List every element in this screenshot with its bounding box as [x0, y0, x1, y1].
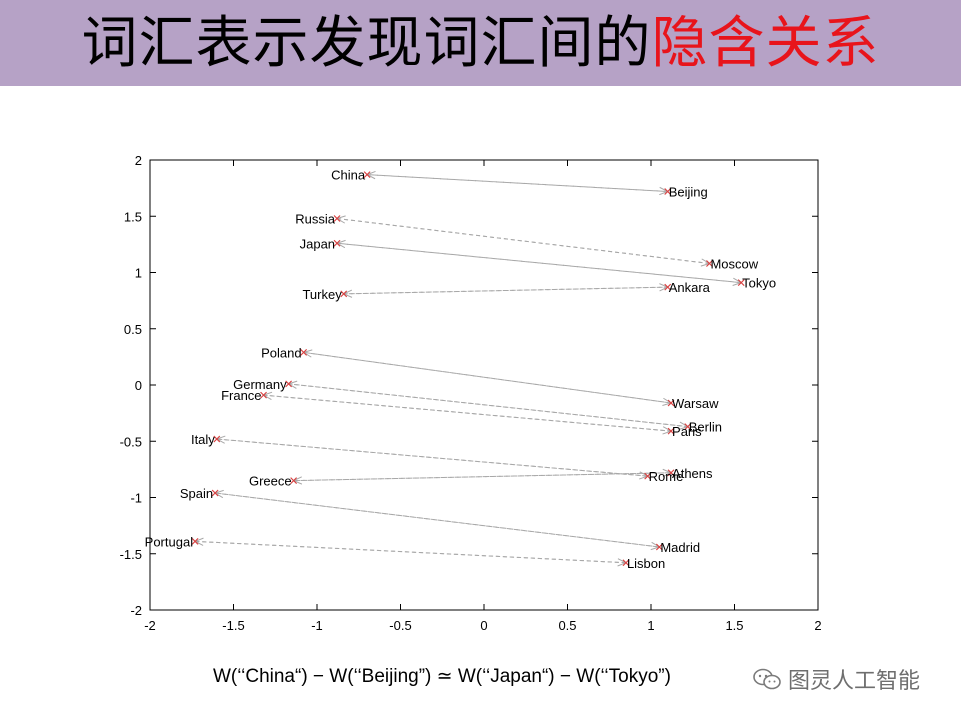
- point-label: Madrid: [660, 540, 700, 555]
- y-tick-label: 0: [135, 378, 142, 393]
- point-label: Germany: [233, 377, 287, 392]
- point-marker: [333, 239, 341, 247]
- point-label: France: [221, 388, 261, 403]
- point-marker: [667, 399, 675, 407]
- point-marker: [260, 391, 267, 399]
- arrow-line: [288, 383, 688, 428]
- point-marker: [737, 279, 745, 287]
- arrow-line: [263, 394, 672, 432]
- point-label: Berlin: [689, 420, 722, 435]
- x-tick-label: -0.5: [389, 618, 411, 633]
- point-marker: [664, 188, 672, 195]
- x-tick-label: -1: [311, 618, 323, 633]
- point-label: Tokyo: [742, 276, 776, 291]
- arrow-line: [215, 492, 660, 548]
- y-tick-label: -0.5: [120, 434, 142, 449]
- point-marker: [290, 477, 298, 485]
- x-tick-label: 2: [814, 618, 821, 633]
- point-marker: [213, 435, 221, 443]
- point-marker: [667, 427, 675, 435]
- point-label: Greece: [249, 474, 292, 489]
- point-marker: [211, 489, 219, 497]
- y-tick-label: 1: [135, 266, 142, 281]
- chat-bubble-icon: [752, 666, 782, 692]
- watermark-text: 图灵人工智能: [788, 669, 921, 694]
- title-part1: 词汇表示发现词汇间的: [81, 11, 652, 76]
- arrow-line: [367, 174, 668, 192]
- title-bar: [0, 0, 961, 86]
- point-label: Japan: [300, 236, 335, 251]
- point-label: Portugal: [145, 534, 194, 549]
- point-label: China: [331, 168, 366, 183]
- arrow-line: [216, 438, 648, 477]
- point-marker: [340, 290, 348, 298]
- point-label: Spain: [180, 486, 213, 501]
- point-marker: [684, 423, 692, 431]
- y-tick-label: 2: [135, 153, 142, 168]
- analogy-formula: W(‘‘China“) − W(‘‘Beijing”) ≃ W(‘‘Japan“…: [213, 666, 671, 687]
- point-label: Russia: [295, 212, 336, 227]
- arrow-line: [343, 286, 668, 295]
- point-label: Athens: [672, 466, 713, 481]
- y-tick-label: -2: [130, 603, 142, 618]
- x-tick-label: 1.5: [725, 618, 743, 633]
- x-tick-label: 0: [480, 618, 487, 633]
- point-label: Paris: [672, 424, 702, 439]
- point-label: Turkey: [302, 287, 342, 302]
- point-marker: [333, 215, 341, 222]
- watermark: 图灵人工智能: [752, 664, 920, 694]
- point-label: Ankara: [669, 280, 711, 295]
- point-marker: [363, 171, 371, 179]
- y-tick-label: 0.5: [124, 322, 142, 337]
- point-marker: [664, 283, 672, 291]
- point-label: Poland: [261, 345, 301, 360]
- x-tick-label: -2: [144, 618, 156, 633]
- point-marker: [667, 469, 675, 477]
- point-marker: [622, 559, 630, 567]
- arrow-line: [215, 492, 660, 548]
- point-label: Italy: [191, 432, 215, 447]
- point-label: Rome: [649, 469, 684, 484]
- x-tick-label: 1: [647, 618, 654, 633]
- point-label: Moscow: [710, 257, 758, 272]
- point-marker: [706, 260, 713, 267]
- point-label: Beijing: [669, 185, 708, 200]
- arrow-line: [303, 351, 672, 404]
- point-marker: [191, 537, 199, 545]
- x-tick-label: -1.5: [222, 618, 244, 633]
- y-tick-label: -1.5: [120, 547, 142, 562]
- slide-title: 词汇表示发现词汇间的隐含关系: [0, 4, 961, 84]
- y-tick-label: -1: [130, 491, 142, 506]
- arrow-line: [336, 218, 710, 264]
- point-label: Lisbon: [627, 556, 665, 571]
- arrow-line: [195, 540, 626, 564]
- point-marker: [285, 380, 293, 388]
- arrow-line: [336, 242, 742, 284]
- arrow-line: [288, 383, 688, 428]
- point-marker: [655, 543, 663, 551]
- point-marker: [300, 348, 308, 356]
- x-tick-label: 0.5: [558, 618, 576, 633]
- point-marker: [644, 472, 652, 480]
- y-tick-label: 1.5: [124, 209, 142, 224]
- title-highlight: 隐含关系: [651, 11, 880, 76]
- point-label: Warsaw: [672, 396, 719, 411]
